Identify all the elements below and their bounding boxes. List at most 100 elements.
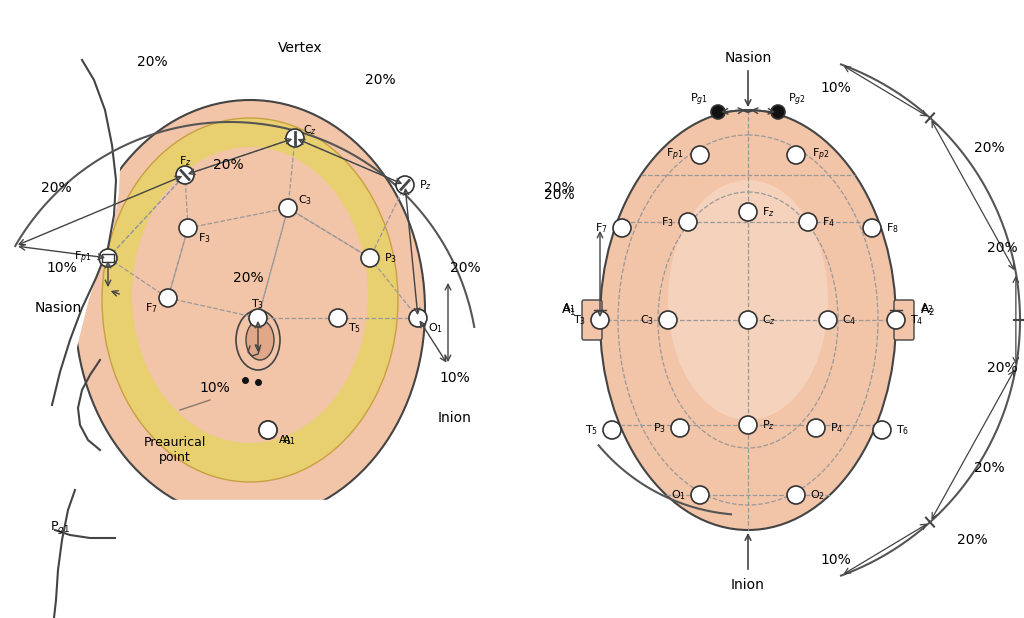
- Text: P$_{g2}$: P$_{g2}$: [788, 91, 806, 108]
- Text: Vertex: Vertex: [278, 41, 323, 55]
- Text: O$_2$: O$_2$: [810, 488, 825, 502]
- Text: C$_3$: C$_3$: [640, 313, 654, 327]
- Circle shape: [679, 213, 697, 231]
- Text: 10%: 10%: [820, 553, 851, 567]
- Text: T$_3$: T$_3$: [572, 313, 586, 327]
- Text: P$_z$: P$_z$: [419, 178, 432, 192]
- Text: 20%: 20%: [987, 361, 1018, 375]
- Ellipse shape: [75, 100, 425, 520]
- Text: A$_2$: A$_2$: [920, 302, 935, 318]
- Text: O$_1$: O$_1$: [671, 488, 686, 502]
- Text: 10%: 10%: [439, 371, 470, 385]
- Circle shape: [361, 249, 379, 267]
- Text: F$_3$: F$_3$: [662, 215, 674, 229]
- FancyBboxPatch shape: [894, 300, 914, 340]
- Text: A$_1$: A$_1$: [560, 302, 575, 318]
- Circle shape: [259, 421, 278, 439]
- Text: 20%: 20%: [136, 55, 167, 69]
- Ellipse shape: [600, 110, 896, 530]
- Text: F$_3$: F$_3$: [198, 231, 211, 245]
- Circle shape: [799, 213, 817, 231]
- Ellipse shape: [246, 320, 274, 360]
- Text: C$_3$: C$_3$: [298, 193, 312, 207]
- Circle shape: [787, 486, 805, 504]
- Circle shape: [159, 289, 177, 307]
- Text: P$_3$: P$_3$: [653, 421, 666, 435]
- Ellipse shape: [132, 147, 368, 443]
- Text: 20%: 20%: [957, 533, 988, 547]
- Circle shape: [691, 486, 709, 504]
- Circle shape: [99, 249, 117, 267]
- Text: 20%: 20%: [232, 271, 263, 285]
- Text: Nasion: Nasion: [35, 301, 82, 315]
- Text: C$_z$: C$_z$: [303, 123, 317, 137]
- Text: F$_{p1}$: F$_{p1}$: [667, 147, 684, 163]
- Text: P$_4$: P$_4$: [830, 421, 844, 435]
- Text: 20%: 20%: [975, 141, 1005, 155]
- Polygon shape: [0, 55, 120, 618]
- Text: P$_z$: P$_z$: [762, 418, 775, 432]
- Text: O$_1$: O$_1$: [428, 321, 443, 335]
- Circle shape: [863, 219, 881, 237]
- Text: P$_{g1}$: P$_{g1}$: [50, 520, 70, 536]
- Text: A$_2$: A$_2$: [920, 301, 934, 315]
- Text: Nasion: Nasion: [724, 51, 772, 65]
- Text: 20%: 20%: [544, 181, 574, 195]
- Text: F$_z$: F$_z$: [178, 154, 191, 168]
- Circle shape: [787, 146, 805, 164]
- Circle shape: [691, 146, 709, 164]
- Text: 10%: 10%: [200, 381, 230, 395]
- Text: F$_z$: F$_z$: [762, 205, 775, 219]
- Bar: [102, 254, 114, 262]
- Circle shape: [249, 309, 267, 327]
- Text: 20%: 20%: [975, 461, 1005, 475]
- Ellipse shape: [236, 310, 280, 370]
- Circle shape: [739, 416, 757, 434]
- Circle shape: [807, 419, 825, 437]
- Text: T$_6$: T$_6$: [896, 423, 909, 437]
- Text: 20%: 20%: [987, 241, 1018, 255]
- Circle shape: [613, 219, 631, 237]
- Text: T$_3$: T$_3$: [252, 297, 264, 311]
- Circle shape: [711, 105, 725, 119]
- Text: F$_4$: F$_4$: [822, 215, 835, 229]
- Circle shape: [179, 219, 197, 237]
- Text: Preaurical
point: Preaurical point: [143, 436, 206, 464]
- Text: F$_{p1}$: F$_{p1}$: [75, 250, 92, 266]
- Ellipse shape: [102, 118, 398, 482]
- Text: P$_{g1}$: P$_{g1}$: [690, 91, 708, 108]
- Text: F$_{p2}$: F$_{p2}$: [812, 147, 829, 163]
- Text: T$_5$: T$_5$: [585, 423, 598, 437]
- Circle shape: [603, 421, 621, 439]
- Text: 20%: 20%: [544, 188, 574, 202]
- Text: A$_1$: A$_1$: [562, 301, 575, 315]
- Text: 20%: 20%: [365, 73, 395, 87]
- Circle shape: [329, 309, 347, 327]
- Polygon shape: [0, 500, 510, 618]
- Ellipse shape: [668, 180, 828, 420]
- Text: 20%: 20%: [41, 181, 72, 195]
- Circle shape: [396, 176, 414, 194]
- Circle shape: [409, 309, 427, 327]
- Text: P$_3$: P$_3$: [384, 251, 397, 265]
- Text: 10%: 10%: [47, 261, 78, 275]
- Circle shape: [259, 421, 278, 439]
- Circle shape: [659, 311, 677, 329]
- Circle shape: [739, 311, 757, 329]
- Circle shape: [873, 421, 891, 439]
- Text: A$_1$: A$_1$: [278, 433, 292, 447]
- Text: Inion: Inion: [731, 578, 765, 592]
- Text: Inion: Inion: [438, 411, 472, 425]
- Text: F$_7$: F$_7$: [145, 301, 158, 315]
- Text: F$_8$: F$_8$: [886, 221, 899, 235]
- Text: C$_4$: C$_4$: [842, 313, 856, 327]
- Circle shape: [671, 419, 689, 437]
- Text: T$_4$: T$_4$: [910, 313, 924, 327]
- Text: C$_z$: C$_z$: [762, 313, 776, 327]
- Circle shape: [286, 129, 304, 147]
- Circle shape: [176, 166, 194, 184]
- Text: F$_7$: F$_7$: [595, 221, 608, 235]
- Circle shape: [771, 105, 785, 119]
- Text: T$_5$: T$_5$: [348, 321, 361, 335]
- Text: 10%: 10%: [820, 81, 851, 95]
